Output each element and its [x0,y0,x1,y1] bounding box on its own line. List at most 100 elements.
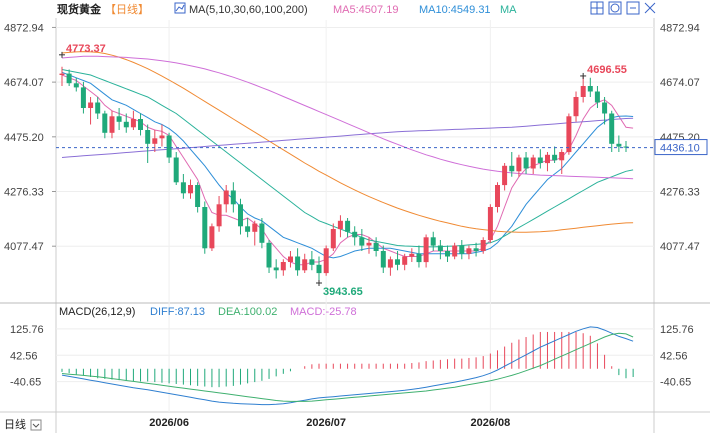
candle-body [337,220,343,230]
candle-body [423,237,429,263]
candle-body [566,116,572,153]
candle-body [609,113,615,144]
annotation-label: 3943.65 [323,286,363,298]
ma-indicator-label[interactable]: MA(5,10,30,60,100,200) [189,4,308,16]
macd-tick-label-right: -40.65 [660,377,691,389]
candle-body [295,256,301,271]
candle-body [159,135,165,139]
candle-body [402,256,408,265]
last-price-line: 4436.10 [56,139,708,156]
candle-body [180,182,186,194]
price-tick-label-right: 4276.33 [660,187,700,199]
candle-body [387,259,393,268]
candle-body [409,253,415,257]
candle-body [445,251,450,257]
candle-body [223,190,229,205]
candle-body [330,229,336,249]
candle-body [366,242,372,246]
candle-body [216,204,222,227]
candle-body [288,256,293,262]
candle-body [230,190,236,205]
candle-body [238,204,243,227]
candle-body [73,83,79,88]
candle-body [109,116,115,133]
candle-body [166,135,172,158]
price-tick-label-left: 4475.20 [4,132,44,144]
collapse-icon[interactable] [626,1,640,15]
candle-body [309,259,315,265]
candle-body [195,185,201,207]
ma10-value: MA10:4549.31 [419,4,491,16]
close-icon[interactable] [644,2,656,14]
macd-diff-line [61,326,634,406]
candle-body [280,262,286,271]
candle-body [116,116,122,122]
ma-line-ma10 [61,71,634,259]
candle-body [130,119,136,128]
macd-axis-labels: 125.76 125.76 42.56 42.56 -40.65 -40.65 [10,324,694,389]
candle-body [152,138,158,144]
candle-body [616,143,622,147]
price-tick-label-left: 4276.33 [4,187,44,199]
macd-histogram-value: MACD:-25.78 [290,306,357,318]
period-tab[interactable]: 日线 [4,417,26,431]
price-tick-label-left: 4077.47 [4,241,44,253]
candle-body [80,87,86,108]
price-tick-label-left: 4872.94 [4,22,44,34]
date-tick-label: 2026/06 [149,417,189,429]
ma5-value: MA5:4507.19 [333,4,398,16]
candle-body [559,152,565,161]
candle-body [495,185,500,207]
expand-icon[interactable] [174,2,186,14]
candle-body [580,86,586,97]
grid-icon[interactable] [590,1,604,15]
symbol-name: 现货黄金 [57,2,102,16]
candle-body [587,86,593,92]
candle-body [552,154,558,161]
candle-body [202,207,208,249]
candle-body [173,157,179,183]
candle-body [452,245,458,257]
candle-body [480,240,486,251]
candle-body [302,259,308,271]
candle-body [188,185,193,194]
candle-body [352,231,358,238]
candle-body [380,251,386,268]
settings-icon[interactable] [608,1,622,15]
date-axis-labels: 2026/06 2026/07 2026/08 [149,417,510,429]
annotation-label: 4696.55 [587,64,627,76]
period-label[interactable]: 【日线】 [105,2,149,16]
ma-line-ma5 [61,74,634,266]
candle-body [516,157,522,172]
price-tick-label-right: 4872.94 [660,22,700,34]
candle-body [123,121,129,128]
date-tick-label: 2026/07 [306,417,346,429]
macd-tick-label-left: 42.56 [10,350,38,362]
last-price-box [654,139,708,156]
ma-line-ma200 [61,55,634,180]
dropdown-icon[interactable] [30,419,42,431]
candle-body [473,248,479,252]
candle-body [437,245,443,251]
macd-diff-value: DIFF:87.13 [150,306,205,318]
candle-body [345,220,351,232]
macd-title[interactable]: MACD(26,12,9) [59,306,135,318]
candle-body [88,102,94,108]
gridlines [56,20,654,412]
candle-body [266,242,272,268]
candle-body [209,226,215,249]
macd-dea-value: DEA:100.02 [218,306,277,318]
last-price-label: 4436.10 [660,143,700,155]
candle-body [523,157,529,169]
candle-body [594,91,600,103]
candle-body [502,165,508,186]
macd-dea-line [61,332,634,402]
candle-body [623,146,629,148]
candle-body [323,248,329,274]
macd-lines [61,326,634,406]
candle-body [66,73,72,84]
candle-body [395,259,400,265]
macd-tick-label-left: 125.76 [10,324,44,336]
candle-body [145,130,151,144]
candle-body [509,165,515,172]
